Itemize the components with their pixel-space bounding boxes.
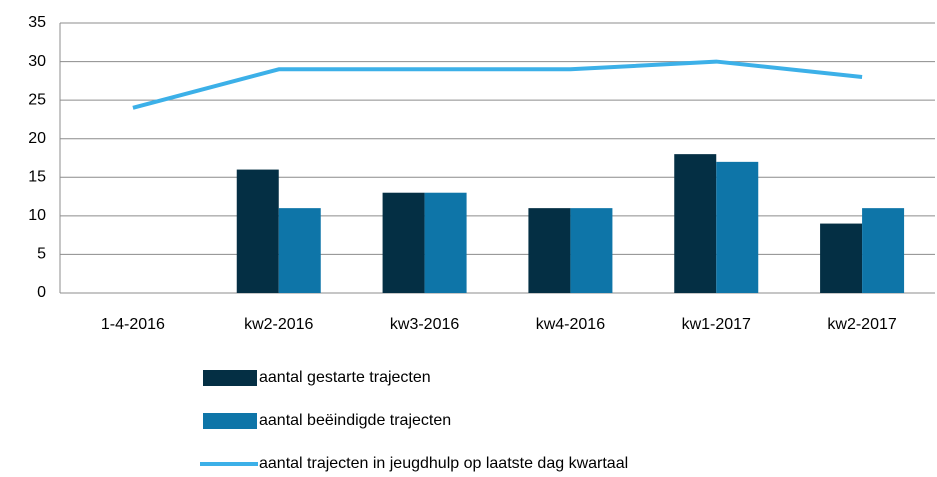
x-tick-label: kw1-2017 bbox=[682, 316, 751, 333]
x-tick-label: kw3-2016 bbox=[390, 316, 459, 333]
y-tick-label: 5 bbox=[37, 246, 46, 263]
legend-label: aantal beëindigde trajecten bbox=[259, 412, 451, 429]
x-tick-label: kw2-2017 bbox=[827, 316, 896, 333]
legend-swatch bbox=[203, 370, 257, 386]
y-tick-label: 25 bbox=[28, 91, 46, 108]
y-tick-label: 15 bbox=[28, 169, 46, 186]
y-tick-label: 35 bbox=[28, 14, 46, 31]
bar bbox=[716, 161, 759, 293]
legend-label: aantal trajecten in jeugdhulp op laatste… bbox=[259, 455, 628, 472]
bar bbox=[236, 169, 279, 293]
bar bbox=[528, 208, 571, 293]
bar bbox=[862, 208, 905, 293]
legend-swatch bbox=[203, 413, 257, 429]
bar bbox=[820, 223, 863, 293]
y-tick-label: 10 bbox=[28, 207, 46, 224]
legend-label: aantal gestarte trajecten bbox=[259, 369, 431, 386]
y-tick-label: 0 bbox=[37, 284, 46, 301]
bar bbox=[278, 208, 321, 293]
bar bbox=[674, 154, 717, 293]
bar bbox=[382, 192, 425, 293]
y-tick-label: 20 bbox=[28, 130, 46, 147]
y-tick-label: 30 bbox=[28, 53, 46, 70]
x-tick-label: kw2-2016 bbox=[244, 316, 313, 333]
line bbox=[132, 59, 863, 110]
bar bbox=[424, 192, 467, 293]
x-tick-label: kw4-2016 bbox=[536, 316, 605, 333]
x-tick-label: 1-4-2016 bbox=[101, 316, 165, 333]
bar bbox=[570, 208, 613, 293]
